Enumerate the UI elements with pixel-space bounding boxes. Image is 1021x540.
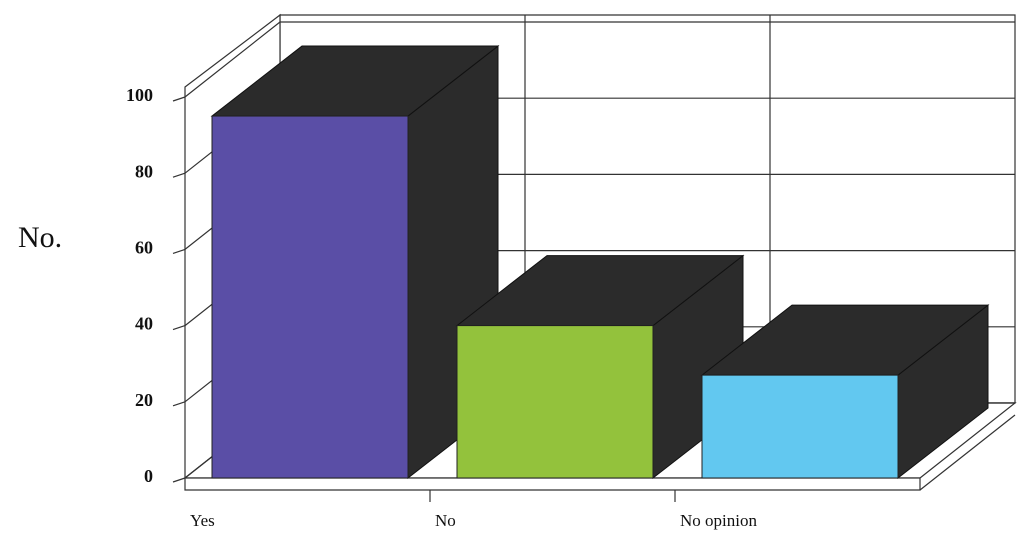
floor-edge — [184, 477, 921, 491]
tick-mark — [172, 172, 186, 178]
tick-mark — [172, 477, 186, 483]
tick-mark — [172, 248, 186, 254]
y-tick-label: 40 — [135, 314, 153, 334]
y-tick-label: 80 — [135, 161, 153, 181]
y-tick-label: 20 — [135, 390, 153, 410]
tick-mark — [172, 96, 186, 102]
tick-mark — [172, 401, 186, 407]
x-tick-label: No opinion — [680, 511, 757, 530]
y-tick-label: 100 — [126, 85, 153, 105]
y-tick-label: 60 — [135, 238, 153, 258]
bar — [701, 374, 899, 479]
bar — [456, 325, 654, 479]
x-tick-label: Yes — [190, 511, 215, 530]
bar — [211, 115, 409, 479]
y-tick-label: 0 — [144, 466, 153, 486]
y-axis-label: No. — [18, 221, 62, 254]
floor-side — [919, 414, 1016, 491]
grid-line — [184, 21, 1015, 98]
tick-mark — [172, 325, 186, 331]
x-tick-label: No — [435, 511, 456, 530]
